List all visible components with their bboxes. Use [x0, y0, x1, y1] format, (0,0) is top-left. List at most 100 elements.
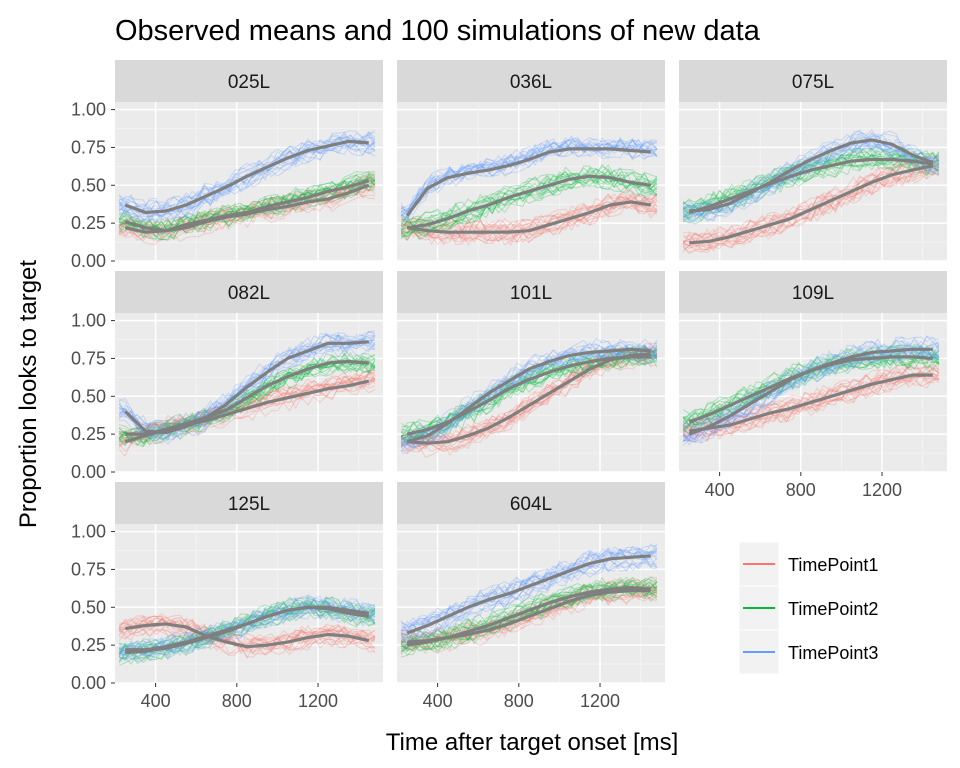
facet-panel-604L: 604L	[397, 482, 665, 684]
simulation-line-TimePoint2	[400, 353, 658, 444]
simulation-line-TimePoint1	[118, 623, 376, 660]
simulation-line-TimePoint3	[400, 351, 658, 454]
simulation-line-TimePoint1	[118, 618, 375, 652]
facet-strip	[679, 271, 947, 313]
simulation-line-TimePoint2	[682, 152, 940, 215]
simulation-line-TimePoint1	[118, 625, 376, 654]
simulation-line-TimePoint2	[118, 351, 376, 439]
facet-strip	[679, 60, 947, 102]
simulation-line-TimePoint1	[118, 376, 376, 447]
x-tick-label: 400	[423, 691, 453, 711]
facet-panel-082L: 082L	[115, 271, 383, 473]
simulation-line-TimePoint3	[118, 338, 376, 440]
chart-title: Observed means and 100 simulations of ne…	[115, 15, 761, 47]
simulation-line-TimePoint3	[118, 142, 376, 222]
simulation-line-TimePoint2	[400, 356, 658, 442]
simulation-line-TimePoint1	[401, 354, 658, 453]
facet-panel-036L: 036L	[397, 60, 665, 262]
simulation-line-TimePoint3	[400, 548, 658, 632]
simulation-line-TimePoint1	[401, 587, 658, 652]
simulation-line-TimePoint3	[401, 546, 658, 632]
simulation-line-TimePoint2	[682, 158, 940, 219]
x-tick-label: 400	[705, 480, 735, 500]
x-tick-label: 800	[222, 691, 252, 711]
simulation-line-TimePoint2	[682, 354, 940, 431]
simulation-line-TimePoint1	[118, 172, 375, 233]
simulation-line-TimePoint2	[400, 576, 658, 645]
simulation-line-TimePoint3	[118, 142, 376, 219]
y-tick-label: 1.00	[71, 100, 106, 120]
observed-mean-lines	[124, 605, 370, 655]
simulation-line-TimePoint2	[682, 153, 940, 217]
simulation-line-TimePoint2	[400, 179, 658, 241]
simulation-line-TimePoint2	[682, 147, 940, 213]
simulation-line-TimePoint3	[118, 600, 376, 655]
simulation-line-TimePoint3	[400, 135, 658, 217]
simulation-line-TimePoint2	[400, 163, 658, 225]
simulation-line-TimePoint2	[118, 601, 376, 655]
simulation-line-TimePoint3	[400, 554, 658, 646]
simulation-line-TimePoint2	[683, 146, 940, 212]
simulation-line-TimePoint2	[400, 585, 657, 652]
facet-strip-label: 036L	[510, 72, 552, 93]
x-tick-label: 400	[141, 691, 171, 711]
facet-panel-025L: 025L	[115, 60, 383, 262]
simulation-line-TimePoint1	[400, 354, 657, 450]
facet-strip	[115, 271, 383, 313]
simulation-line-TimePoint2	[118, 605, 375, 666]
simulation-line-TimePoint2	[118, 359, 376, 443]
simulation-line-TimePoint3	[683, 339, 940, 432]
simulation-line-TimePoint3	[400, 346, 658, 448]
simulation-line-TimePoint1	[118, 616, 376, 650]
observed-mean-line-TimePoint3	[124, 340, 369, 435]
simulation-line-TimePoint3	[118, 337, 376, 439]
y-axis-title: Proportion looks to target	[15, 260, 42, 528]
simulation-line-TimePoint3	[400, 139, 658, 220]
observed-mean-line-TimePoint3	[405, 147, 651, 217]
simulation-line-TimePoint3	[118, 142, 376, 224]
observed-mean-line-TimePoint3	[125, 605, 370, 652]
simulation-line-TimePoint3	[118, 341, 376, 441]
simulation-line-TimePoint1	[400, 199, 658, 243]
simulation-line-TimePoint2	[118, 358, 376, 443]
simulation-line-TimePoint3	[118, 137, 376, 221]
simulation-line-TimePoint3	[400, 146, 658, 227]
simulation-line-TimePoint1	[682, 361, 940, 430]
simulation-line-TimePoint2	[682, 348, 940, 426]
observed-mean-line-TimePoint2	[124, 179, 370, 233]
facet-strip-label: 604L	[510, 494, 552, 515]
simulation-line-TimePoint3	[682, 345, 940, 442]
simulation-line-TimePoint2	[400, 167, 658, 228]
observed-mean-line-TimePoint2	[125, 359, 369, 436]
simulation-line-TimePoint2	[682, 158, 939, 221]
legend-label: TimePoint2	[788, 599, 878, 619]
simulation-line-TimePoint3	[400, 560, 658, 645]
simulation-line-TimePoint1	[118, 618, 376, 649]
facet-panel-125L: 125L	[115, 482, 383, 684]
x-tick-label: 800	[504, 691, 534, 711]
simulation-line-TimePoint1	[682, 166, 940, 255]
facet-strip	[397, 271, 665, 313]
simulation-line-TimePoint2	[400, 576, 658, 639]
simulation-line-TimePoint1	[118, 614, 376, 641]
simulation-line-TimePoint3	[682, 335, 940, 429]
observed-mean-line-TimePoint2	[406, 585, 651, 647]
simulation-line-TimePoint1	[400, 349, 658, 446]
simulation-line-TimePoint2	[400, 168, 658, 231]
facet-panel-101L: 101L	[397, 271, 665, 473]
y-tick-label: 0.25	[71, 424, 106, 444]
simulation-line-TimePoint3	[400, 543, 658, 627]
simulation-line-TimePoint2	[682, 354, 940, 426]
simulation-line-TimePoint1	[118, 615, 376, 650]
observed-mean-line-TimePoint2	[406, 174, 652, 230]
simulation-line-TimePoint2	[118, 174, 375, 233]
simulation-line-TimePoint1	[400, 593, 658, 654]
simulation-line-TimePoint1	[400, 589, 657, 651]
simulation-line-TimePoint3	[118, 142, 376, 223]
simulation-line-TimePoint3	[682, 342, 940, 441]
simulation-line-TimePoint2	[118, 171, 375, 229]
simulation-line-TimePoint3	[682, 336, 940, 431]
observed-mean-lines	[406, 554, 651, 647]
simulation-line-TimePoint3	[118, 330, 375, 432]
